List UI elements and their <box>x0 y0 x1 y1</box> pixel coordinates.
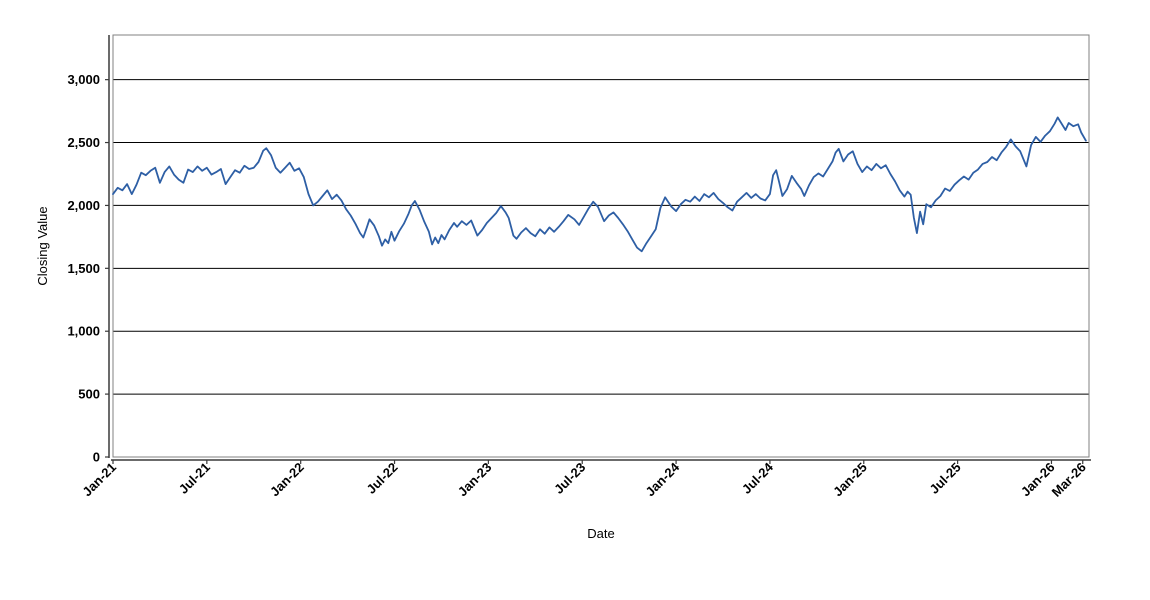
y-tick-label: 1,500 <box>67 261 100 276</box>
data-series <box>112 116 1087 253</box>
x-tick-label: Jul-24 <box>739 459 777 497</box>
y-tick-label: 1,000 <box>67 324 100 339</box>
x-tick-label: Jan-22 <box>267 460 307 500</box>
x-tick-label: Jan-24 <box>642 459 682 499</box>
x-tick-label: Jul-21 <box>176 460 213 497</box>
gridlines <box>113 79 1089 395</box>
x-axis-title: Date <box>587 526 614 541</box>
tick-labels: 0 500 1,000 1,500 2,000 2,500 3,000 Jan-21 Jul-2… <box>67 72 1088 500</box>
y-tick-label: 500 <box>78 387 100 402</box>
y-tick-label: 3,000 <box>67 72 100 87</box>
x-tick-label: Jan-21 <box>79 460 119 500</box>
x-tick-label: Jul-23 <box>551 460 588 497</box>
plot-area-border <box>112 34 1090 458</box>
y-tick-label: 2,000 <box>67 198 100 213</box>
y-tick-label: 0 <box>93 450 100 465</box>
x-tick-label: Jan-25 <box>830 460 870 500</box>
x-tick-label: Jul-22 <box>363 460 400 497</box>
y-tick-label: 2,500 <box>67 135 100 150</box>
plot-border <box>112 34 1090 458</box>
axes-and-ticks <box>105 35 1091 464</box>
x-tick-label: Jul-25 <box>927 460 964 497</box>
y-axis-title: Closing Value <box>35 206 50 285</box>
closing-value-series-line <box>112 116 1087 253</box>
x-tick-label: Jan-23 <box>455 460 495 500</box>
x-tick-label: Mar-26 <box>1049 460 1089 500</box>
